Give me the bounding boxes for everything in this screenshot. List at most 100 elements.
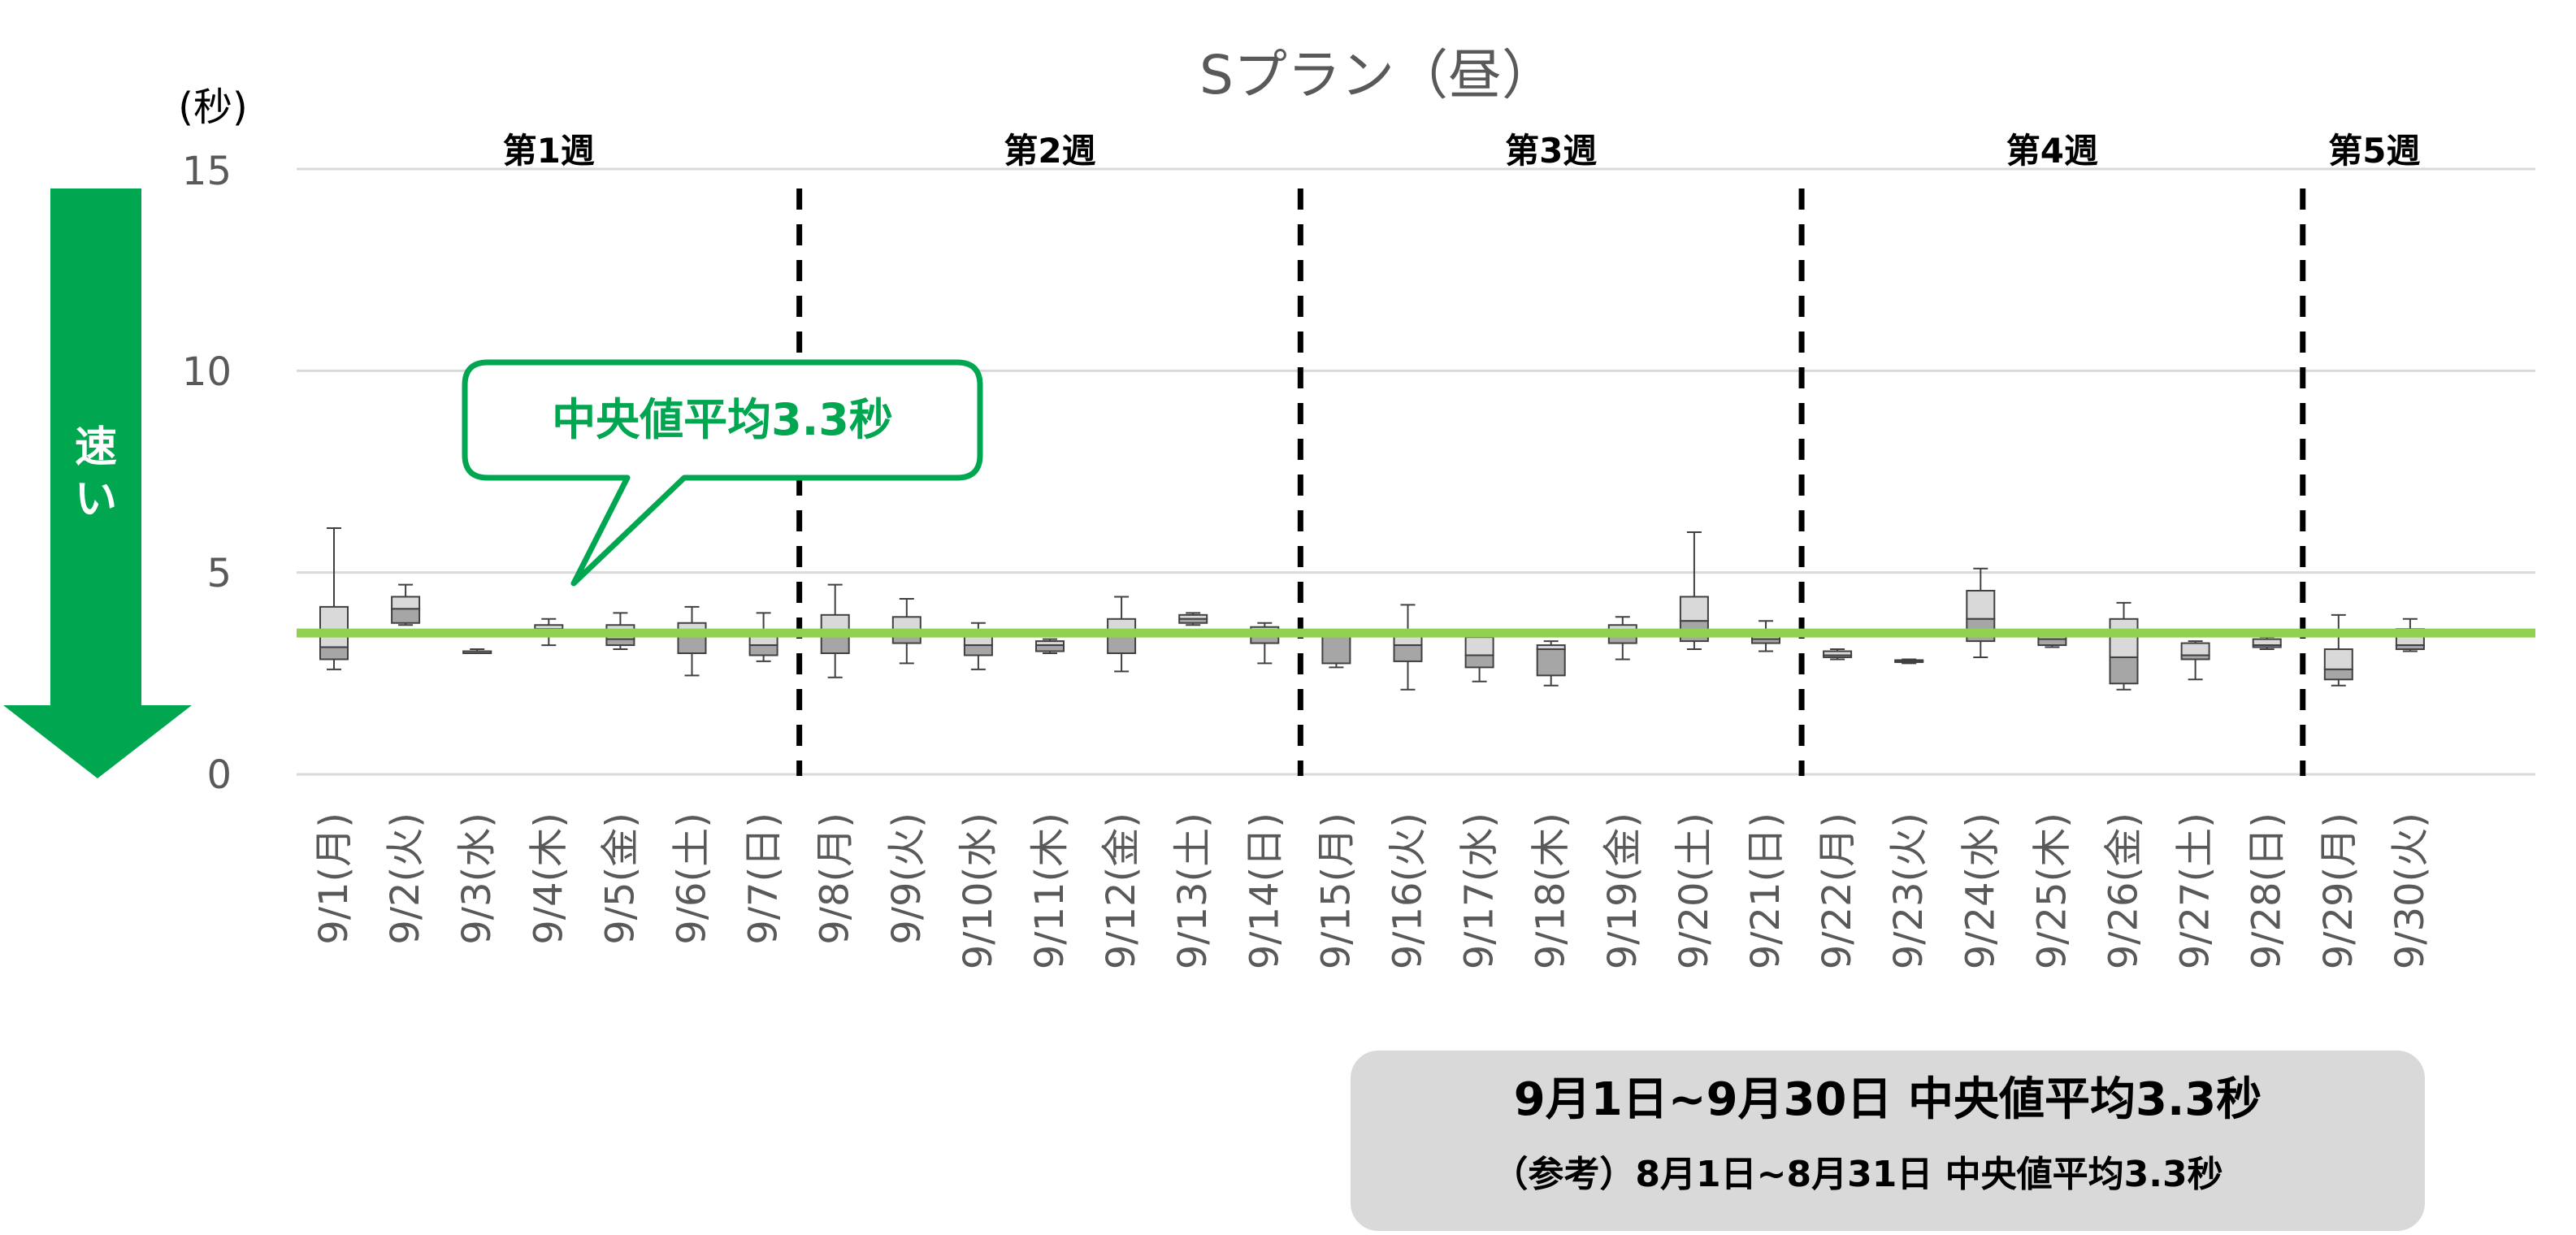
summary-reference-text: （参考）8月1日~8月31日 中央値平均3.3秒 (1492, 1154, 2223, 1195)
callout-text: 中央値平均3.3秒 (552, 394, 893, 445)
x-tick-label: 9/20(土) (1672, 812, 1717, 969)
x-tick-labels: 9/1(月) 9/2(火) 9/3(水) 9/4(木) 9/5(金) 9/6(土) 9/7(… (311, 812, 2433, 969)
x-tick-label: 9/4(木) (526, 812, 571, 945)
box-plot (462, 648, 492, 654)
x-tick-label: 9/16(火) (1386, 812, 1431, 969)
week-label: 第3週 (1505, 131, 1597, 171)
x-tick-label: 9/14(日) (1242, 812, 1287, 969)
x-tick-label: 9/11(木) (1027, 812, 1073, 969)
y-tick-label: 5 (206, 551, 232, 596)
speed-arrow: 速 い (3, 188, 192, 778)
speed-arrow-shaft (50, 188, 141, 705)
x-tick-label: 9/21(日) (1743, 812, 1789, 969)
y-tick-label: 10 (182, 349, 232, 395)
week-dividers (796, 188, 2306, 776)
y-tick-label: 15 (182, 149, 232, 194)
x-tick-label: 9/23(火) (1886, 812, 1932, 969)
x-tick-label: 9/30(火) (2387, 812, 2433, 969)
box-plot (677, 605, 707, 677)
box-upper (391, 596, 421, 610)
x-tick-label: 9/19(金) (1600, 812, 1646, 969)
week-label: 第1週 (503, 131, 595, 171)
box-lower (1894, 660, 1924, 663)
box-plot (820, 583, 850, 678)
box-lower (748, 644, 778, 656)
summary-main-text: 9月1日~9月30日 中央値平均3.3秒 (1514, 1073, 2262, 1126)
box-lower (1536, 648, 1566, 677)
box-plot (2109, 601, 2139, 691)
box-plot (1321, 632, 1351, 669)
box-plot (391, 583, 421, 626)
summary-background (1351, 1051, 2425, 1231)
speed-arrow-head (3, 705, 192, 778)
box-upper (2109, 618, 2139, 658)
box-lower (1178, 618, 1208, 624)
y-ticks: 15 10 5 0 (182, 149, 232, 798)
box-plot (2180, 640, 2210, 681)
box-lower (2180, 654, 2210, 661)
x-tick-label: 9/7(日) (741, 812, 787, 945)
x-tick-label: 9/6(土) (670, 812, 715, 945)
x-tick-label: 9/9(火) (884, 812, 930, 945)
box-plot (1894, 658, 1924, 665)
box-plot (319, 527, 349, 670)
week-labels: 第1週 第2週 第3週 第4週 第5週 (503, 131, 2421, 171)
callout-bubble (462, 359, 983, 587)
box-lower (1464, 654, 1494, 669)
box-plot (1679, 531, 1709, 651)
x-tick-label: 9/2(火) (383, 812, 428, 945)
x-tick-label: 9/27(土) (2173, 812, 2218, 969)
week-label: 第2週 (1004, 131, 1095, 171)
box-upper (1464, 636, 1494, 656)
speed-arrow-label-1: 速 (75, 423, 117, 472)
box-lower (605, 638, 635, 647)
x-tick-label: 9/29(月) (2316, 812, 2361, 969)
x-tick-label: 9/28(日) (2244, 812, 2290, 969)
box-plot (2323, 613, 2353, 687)
x-tick-label: 9/26(金) (2101, 812, 2147, 969)
x-tick-label: 9/1(月) (311, 812, 357, 945)
y-tick-label: 0 (206, 752, 232, 798)
box-plots (319, 527, 2425, 691)
box-upper (1966, 590, 1996, 620)
box-plot (748, 612, 778, 662)
box-upper (2180, 642, 2210, 656)
box-lower (462, 650, 492, 654)
x-tick-label: 9/10(水) (956, 812, 1001, 969)
box-lower (391, 608, 421, 624)
x-tick-label: 9/8(月) (813, 812, 858, 945)
x-tick-label: 9/5(金) (597, 812, 643, 945)
box-plot (1607, 616, 1637, 661)
chart-title: Sプラン（昼） (1199, 44, 1555, 106)
box-lower (1751, 638, 1780, 644)
box-upper (2252, 638, 2282, 647)
box-plot (1035, 638, 1065, 654)
x-tick-label: 9/25(木) (2029, 812, 2075, 969)
x-tick-label: 9/3(水) (454, 812, 500, 945)
box-lower (1393, 644, 1423, 662)
box-plot (1823, 648, 1853, 661)
box-lower (963, 644, 993, 656)
x-tick-label: 9/12(金) (1099, 812, 1144, 969)
box-lower (2037, 638, 2067, 647)
x-tick-label: 9/17(水) (1457, 812, 1503, 969)
summary-box: 9月1日~9月30日 中央値平均3.3秒 （参考）8月1日~8月31日 中央値平… (1351, 1051, 2425, 1231)
box-lower (2109, 656, 2139, 685)
speed-arrow-label-2: い (75, 475, 117, 524)
box-lower (1035, 644, 1065, 652)
box-plot (1178, 612, 1208, 626)
box-plot (2252, 636, 2282, 651)
box-upper (2323, 648, 2353, 670)
y-axis-unit: (秒) (178, 84, 247, 130)
box-lower (2252, 644, 2282, 648)
x-tick-label: 9/13(土) (1170, 812, 1216, 969)
median-callout: 中央値平均3.3秒 (462, 359, 983, 587)
box-lower (2395, 644, 2425, 651)
box-upper (319, 605, 349, 648)
x-tick-label: 9/18(木) (1529, 812, 1574, 969)
box-lower (1321, 632, 1351, 665)
x-tick-label: 9/15(月) (1313, 812, 1359, 969)
x-tick-label: 9/24(水) (1958, 812, 2003, 969)
box-lower (2323, 668, 2353, 681)
